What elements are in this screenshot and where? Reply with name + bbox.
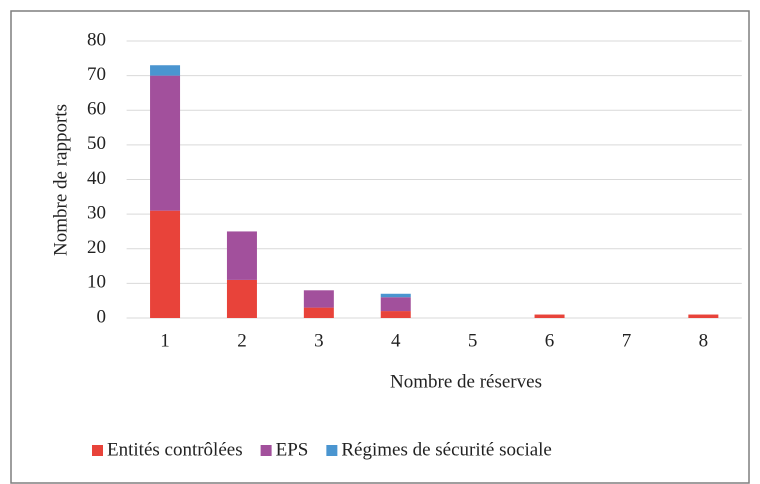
bar-segment (380, 297, 411, 312)
y-tick-label: 50 (87, 133, 106, 154)
legend-swatch (326, 445, 338, 456)
legend-label: Régimes de sécurité sociale (341, 439, 552, 460)
legend-swatch (260, 445, 272, 456)
y-tick-label: 0 (97, 306, 107, 327)
y-tick-label: 40 (87, 168, 106, 189)
y-tick-label: 30 (87, 202, 106, 223)
bar-segment (688, 314, 719, 318)
bar-segment (150, 65, 181, 76)
bar-segment (534, 314, 565, 318)
chart-frame (10, 10, 750, 484)
legend-label: Entités contrôlées (107, 439, 243, 460)
legend-swatch (92, 445, 103, 456)
x-tick-label: 4 (391, 330, 401, 351)
bar-segment (226, 231, 257, 280)
x-tick-label: 7 (622, 330, 632, 351)
x-tick-label: 8 (699, 330, 709, 351)
x-tick-label: 2 (237, 330, 247, 351)
y-tick-label: 60 (87, 99, 106, 120)
bar-segment (303, 290, 334, 308)
bar-segment (226, 279, 257, 318)
x-tick-label: 5 (468, 330, 478, 351)
y-tick-label: 80 (87, 29, 106, 50)
bar-segment (150, 210, 181, 318)
bar-segment (303, 307, 334, 318)
x-tick-label: 6 (545, 330, 555, 351)
bar-segment (380, 293, 411, 298)
y-tick-label: 10 (87, 272, 106, 293)
y-axis-label: Nombre de rapports (50, 104, 71, 256)
x-axis-label: Nombre de réserves (390, 371, 542, 392)
x-tick-label: 1 (160, 330, 170, 351)
legend-label: EPS (276, 439, 309, 460)
bar-segment (380, 311, 411, 318)
x-tick-label: 3 (314, 330, 324, 351)
y-tick-label: 20 (87, 237, 106, 258)
bar-segment (150, 75, 181, 211)
y-tick-label: 70 (87, 64, 106, 85)
